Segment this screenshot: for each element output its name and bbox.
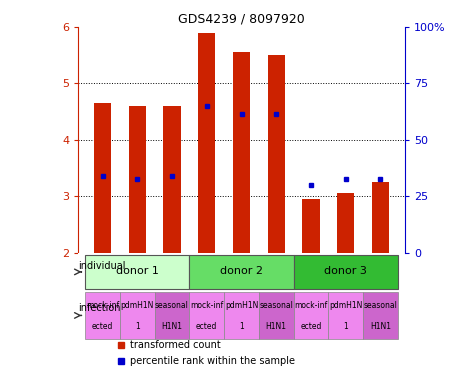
- Text: donor 1: donor 1: [116, 266, 158, 276]
- Bar: [232, 52, 250, 253]
- Bar: [293, 255, 397, 289]
- Bar: [163, 106, 180, 253]
- Text: transformed count: transformed count: [130, 341, 221, 351]
- Text: mock-inf: mock-inf: [294, 301, 327, 310]
- Text: ected: ected: [196, 321, 217, 331]
- Text: pdmH1N: pdmH1N: [328, 301, 362, 310]
- Text: mock-inf: mock-inf: [190, 301, 223, 310]
- Bar: [336, 193, 353, 253]
- Text: individual: individual: [78, 261, 126, 271]
- Text: mock-inf: mock-inf: [86, 301, 119, 310]
- Bar: [189, 255, 293, 289]
- Text: pdmH1N: pdmH1N: [224, 301, 257, 310]
- Text: seasonal: seasonal: [155, 301, 189, 310]
- Text: percentile rank within the sample: percentile rank within the sample: [130, 356, 295, 366]
- Bar: [85, 255, 189, 289]
- Bar: [154, 292, 189, 339]
- Text: 1: 1: [342, 321, 347, 331]
- Text: donor 3: donor 3: [324, 266, 366, 276]
- Bar: [371, 182, 388, 253]
- Text: seasonal: seasonal: [363, 301, 397, 310]
- Bar: [362, 292, 397, 339]
- Bar: [293, 292, 328, 339]
- Text: 1: 1: [239, 321, 243, 331]
- Text: infection: infection: [78, 303, 121, 313]
- Bar: [85, 292, 120, 339]
- Text: pdmH1N: pdmH1N: [120, 301, 154, 310]
- Text: seasonal: seasonal: [259, 301, 292, 310]
- Bar: [120, 292, 154, 339]
- Title: GDS4239 / 8097920: GDS4239 / 8097920: [178, 13, 304, 26]
- Bar: [258, 292, 293, 339]
- Text: H1N1: H1N1: [265, 321, 286, 331]
- Bar: [224, 292, 258, 339]
- Bar: [129, 106, 146, 253]
- Text: donor 2: donor 2: [219, 266, 263, 276]
- Text: H1N1: H1N1: [369, 321, 390, 331]
- Text: ected: ected: [300, 321, 321, 331]
- Bar: [94, 103, 111, 253]
- Bar: [198, 33, 215, 253]
- Text: 1: 1: [134, 321, 140, 331]
- Text: ected: ected: [92, 321, 113, 331]
- Bar: [189, 292, 224, 339]
- Text: H1N1: H1N1: [161, 321, 182, 331]
- Bar: [302, 199, 319, 253]
- Bar: [328, 292, 362, 339]
- Bar: [267, 55, 284, 253]
